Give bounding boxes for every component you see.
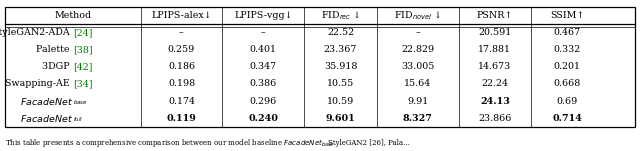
Text: Swapping-AE: Swapping-AE (5, 79, 73, 88)
Text: –: – (179, 28, 184, 37)
Text: PSNR↑: PSNR↑ (477, 11, 513, 20)
Text: [38]: [38] (73, 45, 92, 54)
Text: StyleGAN2-ADA: StyleGAN2-ADA (0, 28, 73, 37)
Text: [42]: [42] (73, 62, 92, 71)
Text: StyleGAN2-ADA [24]: StyleGAN2-ADA [24] (22, 28, 123, 37)
Text: 0.332: 0.332 (554, 45, 581, 54)
Text: 3DGP [42]: 3DGP [42] (48, 62, 98, 71)
Text: 10.55: 10.55 (327, 79, 354, 88)
Text: 3DGP: 3DGP (42, 62, 73, 71)
Text: $_{\mathit{full}}$: $_{\mathit{full}}$ (73, 115, 83, 124)
Text: 0.401: 0.401 (250, 45, 277, 54)
Text: 35.918: 35.918 (324, 62, 357, 71)
Text: 0.201: 0.201 (554, 62, 580, 71)
Text: 15.64: 15.64 (404, 79, 431, 88)
Text: –: – (261, 28, 266, 37)
Text: 0.174: 0.174 (168, 97, 195, 106)
Text: Palette: Palette (36, 45, 73, 54)
Text: $\mathit{FacadeNet}$: $\mathit{FacadeNet}$ (20, 96, 73, 107)
Text: This table presents a comprehensive comparison between our model baseline $\math: This table presents a comprehensive comp… (5, 137, 335, 149)
Text: 8.327: 8.327 (403, 114, 433, 123)
Text: 0.69: 0.69 (557, 97, 578, 106)
Text: Swapping-AE [34]: Swapping-AE [34] (29, 79, 116, 88)
Text: FID$_{rec}$ ↓: FID$_{rec}$ ↓ (321, 9, 360, 22)
Text: LPIPS-vgg↓: LPIPS-vgg↓ (234, 11, 292, 20)
Text: 0.198: 0.198 (168, 79, 195, 88)
Text: LPIPS-alex↓: LPIPS-alex↓ (151, 11, 212, 20)
Text: 14.673: 14.673 (478, 62, 511, 71)
Bar (5, 7, 635, 127)
Text: 23.367: 23.367 (324, 45, 357, 54)
Text: 0.714: 0.714 (552, 114, 582, 123)
Text: [24]: [24] (73, 28, 92, 37)
Text: 20.591: 20.591 (478, 28, 511, 37)
Text: 33.005: 33.005 (401, 62, 435, 71)
Text: –: – (415, 28, 420, 37)
Text: 9.91: 9.91 (407, 97, 428, 106)
Text: 9.601: 9.601 (326, 114, 355, 123)
Text: 0.259: 0.259 (168, 45, 195, 54)
Text: 0.386: 0.386 (250, 79, 277, 88)
Text: 0.296: 0.296 (250, 97, 277, 106)
Text: 0.668: 0.668 (554, 79, 581, 88)
Text: $\mathit{FacadeNet}$: $\mathit{FacadeNet}$ (20, 113, 73, 124)
Text: 0.240: 0.240 (248, 114, 278, 123)
Text: Method: Method (54, 11, 92, 20)
Text: 22.24: 22.24 (481, 79, 508, 88)
Text: Palette [38]: Palette [38] (45, 45, 101, 54)
Text: 10.59: 10.59 (327, 97, 354, 106)
Text: FID$_{novel}$ ↓: FID$_{novel}$ ↓ (394, 9, 442, 22)
Text: SSIM↑: SSIM↑ (550, 11, 584, 20)
Text: 0.467: 0.467 (554, 28, 580, 37)
Text: 0.119: 0.119 (166, 114, 196, 123)
Text: [34]: [34] (73, 79, 92, 88)
Text: 17.881: 17.881 (478, 45, 511, 54)
Text: 22.52: 22.52 (327, 28, 354, 37)
Text: 22.829: 22.829 (401, 45, 434, 54)
Text: $_{\mathit{base}}$: $_{\mathit{base}}$ (73, 98, 88, 107)
Text: StyleGAN2 [26], Pala...: StyleGAN2 [26], Pala... (319, 139, 410, 147)
Text: 0.186: 0.186 (168, 62, 195, 71)
Text: 0.347: 0.347 (250, 62, 277, 71)
Text: 23.866: 23.866 (478, 114, 511, 123)
Text: 24.13: 24.13 (480, 97, 509, 106)
